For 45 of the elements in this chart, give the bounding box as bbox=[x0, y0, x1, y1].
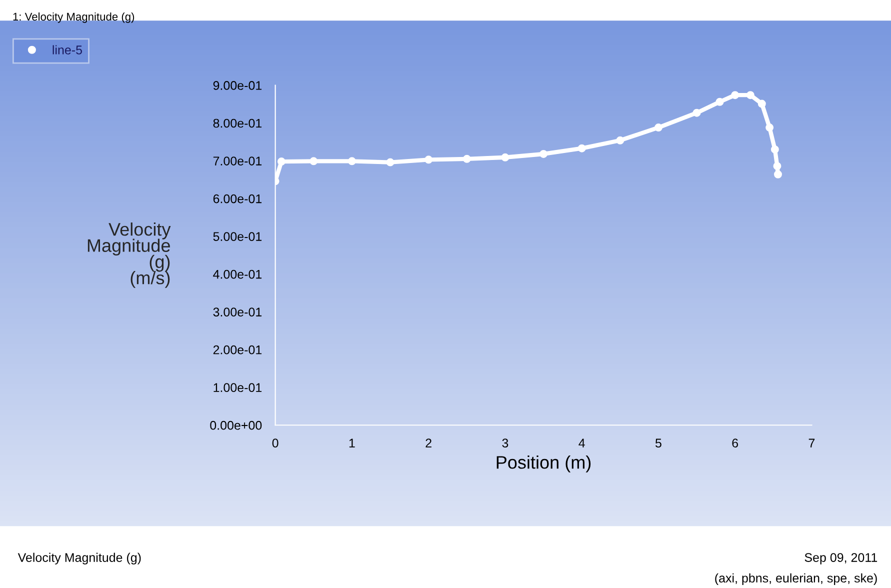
y-tick-label: 8.00e-01 bbox=[213, 118, 262, 128]
y-tick-label: 1.00e-01 bbox=[214, 383, 262, 392]
point bbox=[348, 157, 356, 166]
y-tick-label: 4.00e-01 bbox=[213, 270, 262, 279]
x-axis-title: Position (m) bbox=[496, 456, 591, 472]
y-tick-label: 0.00e+00 bbox=[210, 420, 262, 430]
x-tick-label: 5 bbox=[655, 438, 662, 448]
point bbox=[766, 124, 774, 132]
text: Velocity Magnitude (g) bbox=[18, 552, 141, 564]
point bbox=[731, 91, 740, 100]
legend-label: line-5 bbox=[52, 45, 82, 54]
y-tick-label: 5.00e-01 bbox=[213, 232, 262, 241]
point bbox=[540, 150, 548, 158]
point bbox=[501, 153, 510, 162]
point bbox=[277, 158, 286, 166]
x-tick-label: 7 bbox=[808, 438, 815, 448]
x-tick-label: 3 bbox=[502, 438, 508, 448]
point bbox=[462, 154, 471, 163]
point bbox=[654, 124, 662, 132]
text: (axi, pbns, eulerian, spe, ske) bbox=[715, 573, 877, 586]
text: 1: Velocity Magnitude (g) bbox=[13, 12, 134, 23]
y-tick-label: 3.00e-01 bbox=[213, 308, 262, 316]
y-axis-title: Velocity Magnitude (g) (m/s) bbox=[88, 222, 171, 288]
x-tick-label: 6 bbox=[732, 438, 738, 448]
y-tick-label: 9.00e-01 bbox=[213, 81, 262, 90]
point bbox=[386, 158, 394, 166]
point bbox=[616, 136, 624, 144]
text: Sep 09, 2011 bbox=[804, 553, 878, 564]
point bbox=[578, 144, 586, 152]
point bbox=[692, 108, 701, 117]
y-tick-label: 2.00e-01 bbox=[213, 345, 262, 354]
point bbox=[424, 156, 433, 164]
point bbox=[773, 162, 782, 170]
point bbox=[770, 145, 779, 154]
y-tick-label: 6.00e-01 bbox=[213, 194, 262, 204]
point bbox=[310, 157, 318, 166]
x-tick-label: 1 bbox=[349, 438, 355, 448]
point bbox=[716, 98, 724, 106]
point bbox=[746, 91, 754, 100]
point bbox=[774, 170, 782, 178]
y-tick-label: 7.00e-01 bbox=[213, 156, 262, 166]
x-tick-label: 0 bbox=[272, 438, 278, 448]
x-tick-label: 2 bbox=[426, 438, 432, 448]
x-tick-label: 4 bbox=[578, 438, 585, 448]
point bbox=[758, 100, 766, 108]
